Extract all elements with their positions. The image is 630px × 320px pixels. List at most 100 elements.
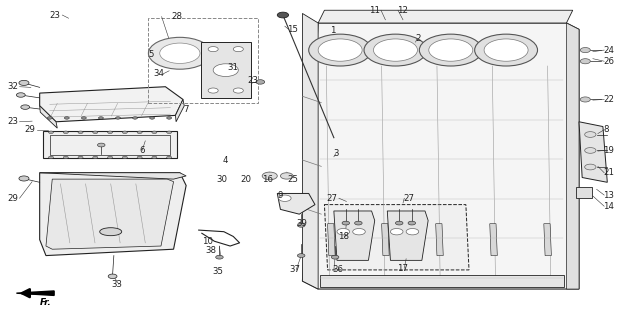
- Polygon shape: [16, 291, 54, 295]
- Text: 32: 32: [8, 82, 18, 91]
- Polygon shape: [324, 204, 469, 270]
- Circle shape: [47, 117, 52, 119]
- Circle shape: [122, 156, 127, 159]
- Circle shape: [297, 223, 305, 227]
- Circle shape: [585, 148, 596, 153]
- Circle shape: [233, 88, 243, 93]
- Circle shape: [137, 156, 142, 159]
- Text: 23: 23: [49, 11, 60, 20]
- Polygon shape: [302, 13, 318, 289]
- Text: 30: 30: [217, 175, 227, 184]
- Circle shape: [262, 172, 277, 180]
- Polygon shape: [334, 211, 375, 260]
- Circle shape: [318, 39, 362, 61]
- Circle shape: [93, 131, 98, 133]
- Circle shape: [122, 131, 127, 133]
- Text: 31: 31: [227, 63, 238, 72]
- Polygon shape: [302, 23, 579, 289]
- Text: 27: 27: [326, 194, 337, 203]
- Circle shape: [98, 117, 103, 119]
- Circle shape: [580, 48, 590, 52]
- Circle shape: [93, 156, 98, 159]
- Text: 25: 25: [287, 175, 299, 184]
- Circle shape: [484, 39, 528, 61]
- Text: 14: 14: [603, 202, 614, 211]
- Text: Fr.: Fr.: [40, 298, 52, 307]
- Text: 12: 12: [397, 6, 408, 15]
- Circle shape: [278, 195, 291, 201]
- Text: 22: 22: [603, 95, 614, 104]
- Text: 13: 13: [603, 190, 614, 200]
- Text: 36: 36: [332, 265, 343, 275]
- Text: 15: 15: [287, 25, 298, 34]
- Text: 16: 16: [262, 175, 273, 184]
- Text: 29: 29: [25, 125, 35, 134]
- Text: 23: 23: [8, 117, 18, 126]
- Circle shape: [280, 173, 293, 179]
- Circle shape: [115, 117, 120, 119]
- Circle shape: [408, 221, 416, 225]
- Circle shape: [81, 117, 86, 119]
- Text: 33: 33: [112, 280, 122, 289]
- Bar: [149, 18, 258, 103]
- Text: 38: 38: [205, 246, 216, 255]
- Circle shape: [78, 131, 83, 133]
- Text: 5: 5: [149, 50, 154, 59]
- Circle shape: [580, 59, 590, 64]
- Text: 26: 26: [603, 57, 614, 66]
- Text: 6: 6: [139, 146, 144, 155]
- Polygon shape: [43, 131, 176, 158]
- Circle shape: [406, 228, 419, 235]
- Polygon shape: [40, 173, 186, 179]
- Circle shape: [474, 34, 537, 66]
- Circle shape: [256, 80, 265, 84]
- Polygon shape: [579, 122, 607, 182]
- Text: 24: 24: [603, 45, 614, 55]
- Polygon shape: [40, 87, 183, 122]
- Circle shape: [208, 88, 218, 93]
- Circle shape: [16, 93, 25, 97]
- Circle shape: [337, 228, 350, 235]
- Text: 39: 39: [296, 219, 307, 228]
- Circle shape: [19, 176, 29, 181]
- Circle shape: [208, 47, 218, 52]
- Circle shape: [420, 34, 482, 66]
- Polygon shape: [328, 224, 335, 256]
- Circle shape: [233, 47, 243, 52]
- Text: 3: 3: [334, 149, 340, 158]
- Circle shape: [167, 156, 172, 159]
- Circle shape: [309, 34, 372, 66]
- Polygon shape: [318, 10, 573, 23]
- Polygon shape: [40, 173, 186, 256]
- Circle shape: [331, 255, 339, 259]
- Circle shape: [585, 164, 596, 170]
- Text: 4: 4: [223, 156, 229, 164]
- Polygon shape: [46, 179, 173, 249]
- Bar: [320, 275, 564, 287]
- Text: 10: 10: [202, 237, 213, 246]
- Text: 21: 21: [603, 168, 614, 177]
- Circle shape: [64, 117, 69, 119]
- Circle shape: [215, 255, 223, 259]
- Circle shape: [213, 64, 238, 76]
- Circle shape: [98, 143, 105, 147]
- Circle shape: [364, 34, 427, 66]
- Circle shape: [167, 117, 172, 119]
- Circle shape: [353, 228, 365, 235]
- Text: 1: 1: [330, 27, 335, 36]
- Circle shape: [396, 221, 403, 225]
- Circle shape: [19, 80, 29, 85]
- Polygon shape: [544, 224, 551, 256]
- Circle shape: [63, 156, 68, 159]
- Text: 35: 35: [212, 267, 223, 276]
- Circle shape: [108, 274, 117, 278]
- Circle shape: [391, 228, 403, 235]
- Circle shape: [342, 221, 350, 225]
- Circle shape: [108, 131, 113, 133]
- Polygon shape: [387, 211, 428, 260]
- Circle shape: [585, 132, 596, 137]
- Circle shape: [149, 117, 154, 119]
- Text: 17: 17: [398, 264, 408, 273]
- Text: 20: 20: [241, 175, 252, 184]
- Text: 19: 19: [603, 146, 614, 155]
